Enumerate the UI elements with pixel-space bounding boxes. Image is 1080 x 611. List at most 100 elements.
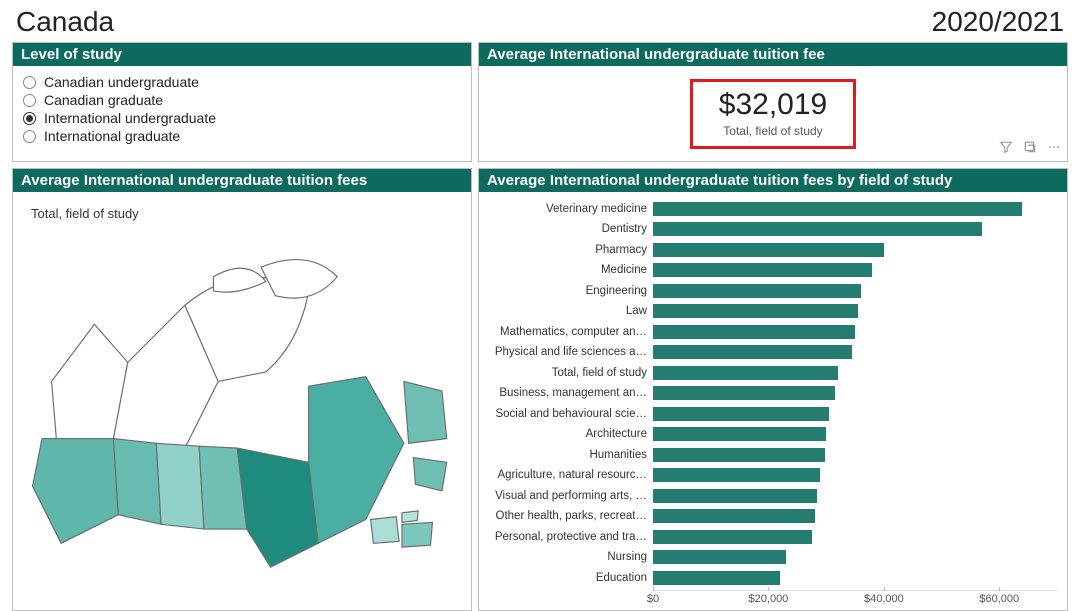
x-tick: $0: [647, 591, 659, 605]
bar-row[interactable]: Architecture: [483, 426, 1057, 443]
bar-fill: [653, 345, 852, 359]
province-ns[interactable]: [402, 522, 432, 547]
kpi-highlight-box: $32,019 Total, field of study: [690, 79, 856, 149]
level-option[interactable]: International graduate: [23, 128, 461, 144]
panel-level-of-study: Level of study Canadian undergraduateCan…: [12, 42, 472, 162]
bar-fill: [653, 243, 884, 257]
level-option[interactable]: International undergraduate: [23, 110, 461, 126]
province-nb[interactable]: [371, 517, 400, 544]
bar-row[interactable]: Veterinary medicine: [483, 200, 1057, 217]
bar-fill: [653, 489, 817, 503]
province-pe[interactable]: [402, 511, 418, 522]
bar-track: [653, 509, 1057, 523]
bar-fill: [653, 304, 858, 318]
bar-label: Law: [483, 305, 653, 317]
radio-icon: [23, 76, 36, 89]
bar-row[interactable]: Pharmacy: [483, 241, 1057, 258]
bar-label: Pharmacy: [483, 244, 653, 256]
bar-fill: [653, 386, 835, 400]
bar-row[interactable]: Business, management an…: [483, 385, 1057, 402]
bar-fill: [653, 366, 838, 380]
bar-row[interactable]: Law: [483, 303, 1057, 320]
radio-icon: [23, 94, 36, 107]
province-bc[interactable]: [33, 439, 119, 544]
bar-label: Total, field of study: [483, 367, 653, 379]
bar-row[interactable]: Personal, protective and tra…: [483, 528, 1057, 545]
bar-row[interactable]: Engineering: [483, 282, 1057, 299]
map-caption: Total, field of study: [31, 206, 461, 221]
bar-track: [653, 345, 1057, 359]
bar-row[interactable]: Visual and performing arts, …: [483, 487, 1057, 504]
more-options-icon[interactable]: [1047, 140, 1061, 157]
bar-row[interactable]: Humanities: [483, 446, 1057, 463]
x-tick: $60,000: [979, 591, 1019, 605]
bar-fill: [653, 530, 812, 544]
x-tick: $40,000: [864, 591, 904, 605]
bar-track: [653, 489, 1057, 503]
panel-bar-chart: Average International undergraduate tuit…: [478, 168, 1068, 611]
focus-mode-icon[interactable]: [1023, 140, 1037, 157]
kpi-subtitle: Total, field of study: [719, 124, 827, 138]
bar-track: [653, 304, 1057, 318]
level-radio-group: Canadian undergraduate Canadian graduate I…: [23, 72, 461, 144]
level-option[interactable]: Canadian undergraduate: [23, 74, 461, 90]
bar-label: Physical and life sciences a…: [483, 346, 653, 358]
bar-label: Mathematics, computer an…: [483, 326, 653, 338]
bar-track: [653, 448, 1057, 462]
bar-fill: [653, 550, 786, 564]
bar-row[interactable]: Education: [483, 569, 1057, 586]
panel-kpi: Average International undergraduate tuit…: [478, 42, 1068, 162]
bar-row[interactable]: Mathematics, computer an…: [483, 323, 1057, 340]
visual-header-icons: [999, 140, 1061, 157]
canada-map[interactable]: [23, 221, 461, 599]
header: Canada 2020/2021: [12, 6, 1068, 42]
bar-row[interactable]: Dentistry: [483, 221, 1057, 238]
bar-fill: [653, 509, 815, 523]
bar-label: Business, management an…: [483, 387, 653, 399]
bar-row[interactable]: Social and behavioural scie…: [483, 405, 1057, 422]
bar-label: Education: [483, 572, 653, 584]
bar-row[interactable]: Agriculture, natural resourc…: [483, 467, 1057, 484]
province-ab[interactable]: [113, 439, 161, 525]
bar-chart[interactable]: Veterinary medicine Dentistry Pharmacy Medi…: [483, 200, 1057, 586]
bar-fill: [653, 263, 872, 277]
level-option-label: International undergraduate: [44, 110, 216, 126]
bar-fill: [653, 222, 982, 236]
bar-row[interactable]: Total, field of study: [483, 364, 1057, 381]
bar-label: Humanities: [483, 449, 653, 461]
bar-label: Veterinary medicine: [483, 203, 653, 215]
filter-icon[interactable]: [999, 140, 1013, 157]
province-sk[interactable]: [156, 443, 204, 529]
bar-track: [653, 427, 1057, 441]
bar-track: [653, 468, 1057, 482]
bar-label: Visual and performing arts, …: [483, 490, 653, 502]
bar-label: Dentistry: [483, 223, 653, 235]
bar-label: Personal, protective and tra…: [483, 531, 653, 543]
panel-map: Average International undergraduate tuit…: [12, 168, 472, 611]
bar-track: [653, 407, 1057, 421]
bar-label: Engineering: [483, 285, 653, 297]
bar-row[interactable]: Physical and life sciences a…: [483, 344, 1057, 361]
bar-row[interactable]: Other health, parks, recreat…: [483, 508, 1057, 525]
bar-track: [653, 222, 1057, 236]
header-location: Canada: [16, 6, 114, 38]
level-option-label: International graduate: [44, 128, 180, 144]
province-nl[interactable]: [404, 381, 447, 443]
bar-track: [653, 202, 1057, 216]
bar-label: Architecture: [483, 428, 653, 440]
x-tick: $20,000: [749, 591, 789, 605]
bar-row[interactable]: Medicine: [483, 262, 1057, 279]
level-option-label: Canadian graduate: [44, 92, 163, 108]
bar-track: [653, 263, 1057, 277]
bar-fill: [653, 325, 855, 339]
bar-track: [653, 550, 1057, 564]
bar-track: [653, 366, 1057, 380]
bar-row[interactable]: Nursing: [483, 549, 1057, 566]
bar-fill: [653, 448, 825, 462]
level-option[interactable]: Canadian graduate: [23, 92, 461, 108]
kpi-value: $32,019: [719, 88, 827, 122]
province-on[interactable]: [237, 448, 318, 567]
province-nl[interactable]: [413, 458, 446, 491]
bar-fill: [653, 407, 829, 421]
level-option-label: Canadian undergraduate: [44, 74, 199, 90]
